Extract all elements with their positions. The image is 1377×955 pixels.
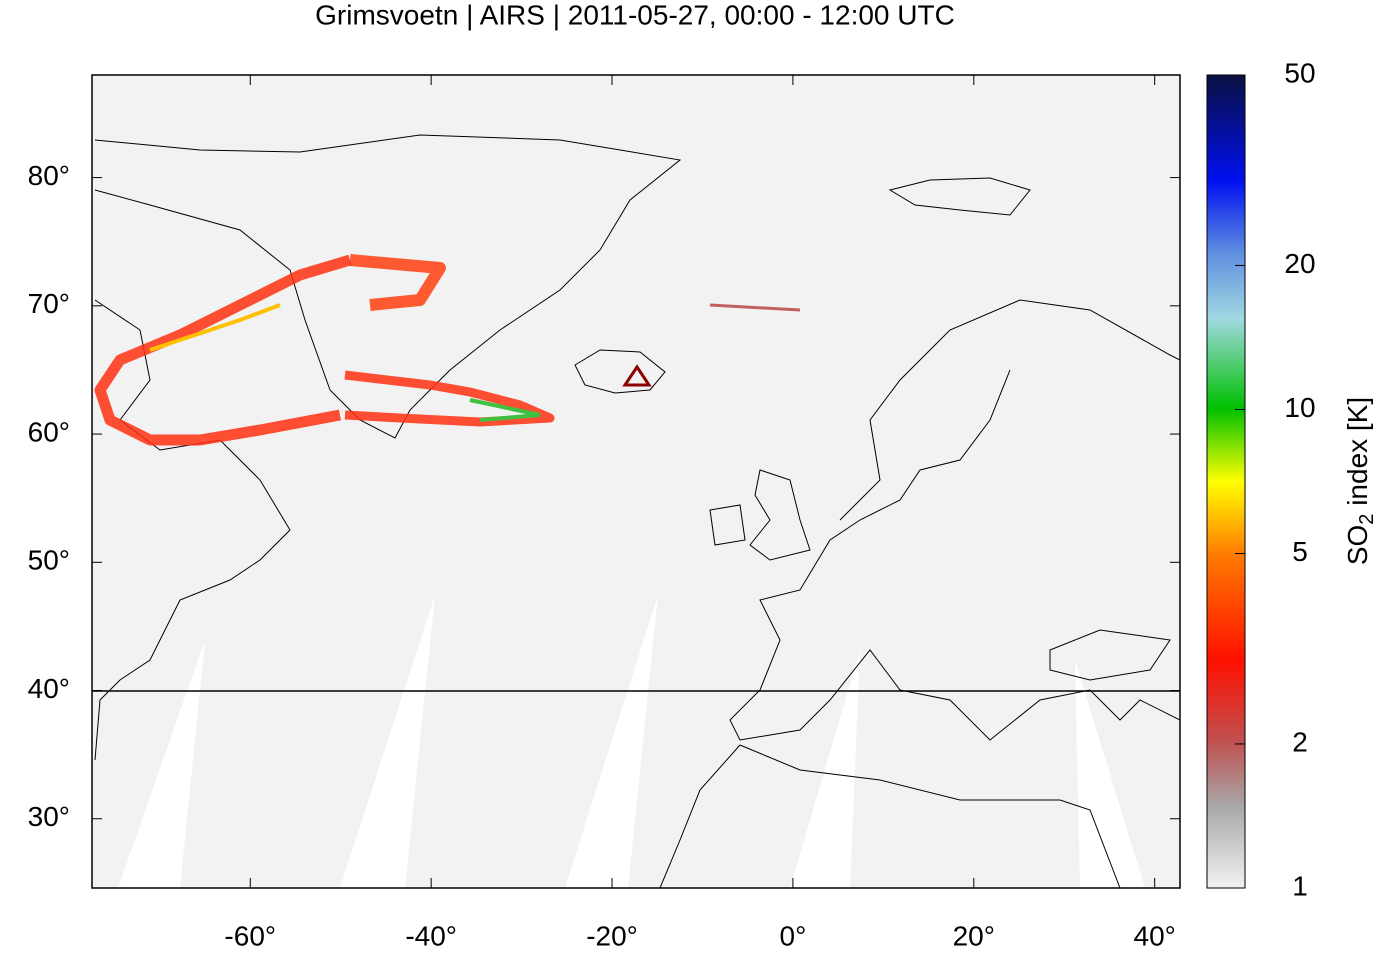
- coastline-black-sea: [1049, 629, 1171, 681]
- colorbar-tick-label: 10: [1284, 392, 1315, 423]
- coastline-svalbard: [888, 177, 1031, 216]
- swath-gap: [1075, 660, 1145, 888]
- so2-plume: [344, 370, 555, 427]
- swath-gap: [790, 650, 860, 888]
- volcano-marker: [622, 364, 652, 387]
- y-tick-label: 60°: [28, 416, 70, 447]
- coastline-africa: [659, 744, 741, 888]
- x-tick-label: 40°: [1134, 920, 1176, 950]
- coastline-britain: [709, 469, 811, 561]
- swath-gap: [118, 640, 205, 888]
- x-tick-label: -20°: [586, 920, 638, 950]
- colorbar-tick-label: 1: [1292, 870, 1308, 901]
- colorbar-tick-label: 5: [1292, 536, 1308, 567]
- colorbar-label: SO2 index [K]: [1342, 397, 1377, 565]
- swath-gap: [565, 595, 658, 888]
- so2-plume: [349, 254, 446, 311]
- x-tick-label: 20°: [953, 920, 995, 950]
- colorbar-tick-label: 2: [1292, 726, 1308, 757]
- swath-gap: [340, 595, 435, 888]
- so2-plume-core: [149, 303, 281, 352]
- coastline-iceland: [574, 349, 666, 394]
- so2-plume-core: [469, 398, 541, 422]
- coastline-europe: [729, 299, 1180, 888]
- map-content: [92, 134, 1180, 888]
- so2-plume: [94, 254, 352, 446]
- y-tick-label: 70°: [28, 288, 70, 319]
- coastline-canada: [94, 299, 291, 761]
- y-tick-label: 40°: [28, 673, 70, 704]
- y-tick-label: 80°: [28, 160, 70, 191]
- title: Grimsvoetn | AIRS | 2011-05-27, 00:00 - …: [315, 0, 955, 30]
- colorbar: [1206, 74, 1246, 889]
- x-tick-label: 0°: [780, 920, 807, 950]
- so2-trace: [709, 303, 801, 312]
- colorbar-tick-label: 50: [1284, 57, 1315, 88]
- x-tick-label: -40°: [405, 920, 457, 950]
- y-tick-label: 30°: [28, 801, 70, 832]
- plot-frame: [91, 74, 1181, 889]
- colorbar-tick-label: 20: [1284, 248, 1315, 279]
- y-tick-label: 50°: [28, 545, 70, 576]
- x-tick-label: -60°: [224, 920, 276, 950]
